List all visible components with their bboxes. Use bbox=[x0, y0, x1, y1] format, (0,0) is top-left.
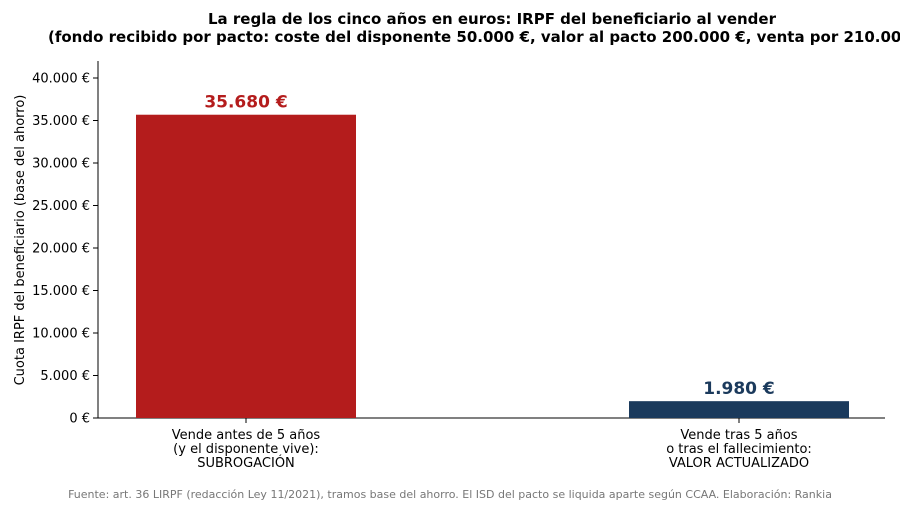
y-axis-label: Cuota IRPF del beneficiario (base del ah… bbox=[13, 95, 28, 386]
category-labels: Vende antes de 5 años(y el disponente vi… bbox=[172, 418, 812, 471]
x-tick-label: SUBROGACIÓN bbox=[197, 455, 295, 471]
y-tick-label: 40.000 € bbox=[32, 72, 90, 87]
x-tick-label: VALOR ACTUALIZADO bbox=[669, 456, 809, 471]
y-tick-label: 20.000 € bbox=[32, 242, 90, 257]
y-ticks: 0 € 5.000 € 10.000 € 15.000 € 20.000 € 25.000… bbox=[32, 72, 98, 427]
bar bbox=[629, 401, 849, 418]
y-tick-label: 0 € bbox=[69, 412, 90, 427]
y-tick-label: 35.000 € bbox=[32, 114, 90, 129]
y-tick-label: 25.000 € bbox=[32, 199, 90, 214]
chart-subtitle: (fondo recibido por pacto: coste del dis… bbox=[48, 28, 900, 46]
x-tick-label: o tras el fallecimiento: bbox=[666, 442, 812, 457]
bars: 35.680 € 1.980 € bbox=[136, 93, 849, 418]
y-tick-label: 30.000 € bbox=[32, 157, 90, 172]
x-tick-label: Vende antes de 5 años bbox=[172, 428, 321, 443]
y-tick-label: 10.000 € bbox=[32, 327, 90, 342]
bar bbox=[136, 114, 356, 418]
bar-value-label: 35.680 € bbox=[204, 93, 287, 113]
x-tick-label: Vende tras 5 años bbox=[680, 428, 797, 443]
chart-title: La regla de los cinco años en euros: IRP… bbox=[208, 10, 777, 28]
y-tick-label: 5.000 € bbox=[40, 369, 90, 384]
source-note: Fuente: art. 36 LIRPF (redacción Ley 11/… bbox=[68, 488, 832, 501]
x-tick-label: (y el disponente vive): bbox=[173, 442, 319, 457]
bar-value-label: 1.980 € bbox=[703, 379, 775, 399]
y-tick-label: 15.000 € bbox=[32, 284, 90, 299]
